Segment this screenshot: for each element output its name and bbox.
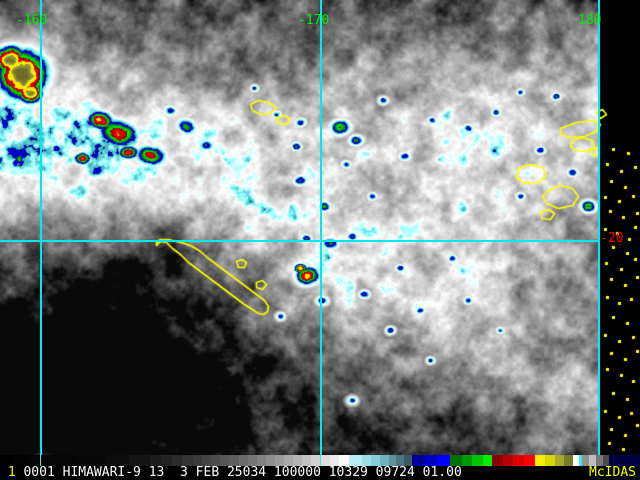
satellite-image-canvas[interactable] xyxy=(0,0,640,455)
colorbar-segment-51 xyxy=(581,455,590,466)
colorbar-segment-3 xyxy=(75,455,107,466)
colorbar-segment-20 xyxy=(284,455,294,466)
colorbar-segment-44 xyxy=(524,455,535,466)
colorbar-segment-48 xyxy=(563,455,573,466)
colorbar-segment-25 xyxy=(329,455,339,466)
colorbar-segment-17 xyxy=(256,455,266,466)
colorbar-segment-22 xyxy=(302,455,312,466)
colorbar-segment-23 xyxy=(311,455,321,466)
colorbar-segment-40 xyxy=(483,455,493,466)
mcidas-branding-label: McIDAS xyxy=(589,465,636,480)
colorbar-segment-18 xyxy=(265,455,275,466)
colorbar-segment-13 xyxy=(220,455,230,466)
colorbar-segment-29 xyxy=(370,455,380,466)
longitude-label-170w: -170 xyxy=(298,13,330,28)
colorbar-segment-35 xyxy=(425,455,438,466)
colorbar-segment-4 xyxy=(106,455,130,466)
colorbar-segment-28 xyxy=(361,455,371,466)
colorbar-segment-26 xyxy=(338,455,350,466)
colorbar-segment-7 xyxy=(161,455,172,466)
colorbar-segment-27 xyxy=(349,455,362,466)
image-metadata-text: 0001 HIMAWARI-9 13 3 FEB 25034 100000 10… xyxy=(15,465,462,480)
longitude-label-180: 180 xyxy=(578,13,602,28)
colorbar-segment-50 xyxy=(578,455,582,466)
colorbar-segment-21 xyxy=(293,455,303,466)
colorbar-segment-24 xyxy=(320,455,330,466)
colorbar-segment-52 xyxy=(589,455,596,466)
bottom-status-bar: 1 0001 HIMAWARI-9 13 3 FEB 25034 100000 … xyxy=(0,455,640,480)
latitude-label-20s: -20 xyxy=(600,231,624,246)
colorbar-segment-31 xyxy=(388,455,397,466)
colorbar-tick-2 xyxy=(320,455,321,466)
colorbar-segment-39 xyxy=(472,455,484,466)
color-enhancement-bar xyxy=(0,455,640,466)
colorbar-segment-36 xyxy=(437,455,450,466)
colorbar-segment-34 xyxy=(411,455,426,466)
colorbar-segment-9 xyxy=(182,455,194,466)
satellite-image-panel[interactable] xyxy=(0,0,640,455)
colorbar-segment-47 xyxy=(554,455,564,466)
colorbar-segment-54 xyxy=(603,455,610,466)
colorbar-segment-12 xyxy=(211,455,221,466)
colorbar-segment-15 xyxy=(238,455,248,466)
colorbar-segment-45 xyxy=(534,455,546,466)
colorbar-segment-6 xyxy=(150,455,162,466)
image-status-text: 1 0001 HIMAWARI-9 13 3 FEB 25034 100000 … xyxy=(0,466,640,480)
colorbar-segment-38 xyxy=(461,455,473,466)
colorbar-segment-1 xyxy=(13,455,31,466)
colorbar-segment-10 xyxy=(193,455,203,466)
colorbar-segment-41 xyxy=(492,455,503,466)
frame-number: 1 xyxy=(0,465,16,480)
colorbar-segment-11 xyxy=(202,455,212,466)
colorbar-segment-19 xyxy=(275,455,285,466)
colorbar-segment-43 xyxy=(513,455,525,466)
colorbar-segment-46 xyxy=(545,455,555,466)
colorbar-segment-53 xyxy=(595,455,604,466)
longitude-label-160w: -160 xyxy=(16,13,48,28)
colorbar-segment-33 xyxy=(404,455,412,466)
colorbar-segment-55 xyxy=(609,455,640,466)
colorbar-segment-8 xyxy=(171,455,183,466)
colorbar-segment-0 xyxy=(0,455,14,466)
colorbar-segment-30 xyxy=(379,455,389,466)
colorbar-segment-2 xyxy=(30,455,76,466)
colorbar-segment-32 xyxy=(396,455,405,466)
colorbar-segment-42 xyxy=(502,455,514,466)
colorbar-segment-37 xyxy=(449,455,462,466)
colorbar-segment-16 xyxy=(247,455,257,466)
colorbar-segment-5 xyxy=(129,455,151,466)
colorbar-tick-1 xyxy=(40,455,41,466)
colorbar-segment-49 xyxy=(572,455,579,466)
colorbar-segment-14 xyxy=(229,455,239,466)
